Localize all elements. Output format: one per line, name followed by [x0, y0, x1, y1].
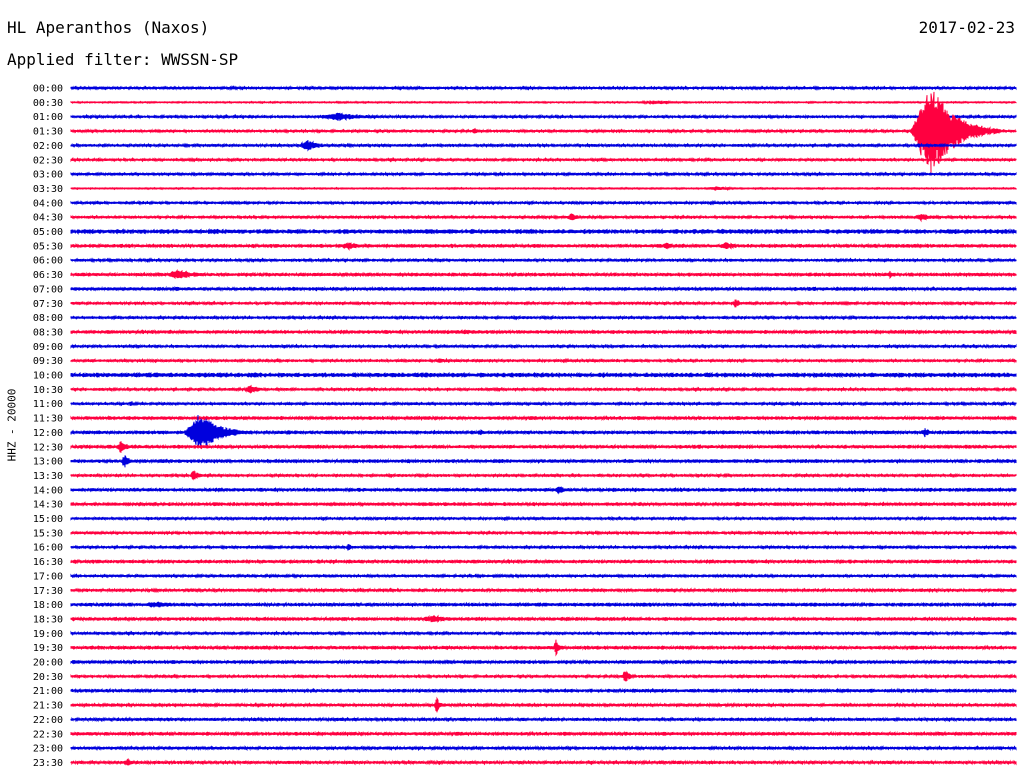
time-label-0100: 01:00 [33, 112, 63, 123]
time-label-1330: 13:30 [33, 471, 63, 482]
time-label-1700: 17:00 [33, 571, 63, 582]
time-label-0530: 05:30 [33, 241, 63, 252]
time-label-0300: 03:00 [33, 170, 63, 181]
time-label-0400: 04:00 [33, 198, 63, 209]
time-label-1830: 18:30 [33, 614, 63, 625]
time-label-0000: 00:00 [33, 84, 63, 95]
time-label-0430: 04:30 [33, 213, 63, 224]
time-label-0900: 09:00 [33, 342, 63, 353]
seismic-traces [70, 85, 1017, 766]
trace-1200 [70, 414, 1017, 449]
time-label-2230: 22:30 [33, 729, 63, 740]
time-label-2030: 20:30 [33, 672, 63, 683]
time-label-0830: 08:30 [33, 327, 63, 338]
time-label-0930: 09:30 [33, 356, 63, 367]
time-label-0030: 00:30 [33, 98, 63, 109]
time-label-0700: 07:00 [33, 284, 63, 295]
time-label-1300: 13:00 [33, 457, 63, 468]
date-label: 2017-02-23 [918, 18, 1015, 37]
time-label-1400: 14:00 [33, 485, 63, 496]
time-label-1600: 16:00 [33, 543, 63, 554]
time-label-1000: 10:00 [33, 371, 63, 382]
time-label-1230: 12:30 [33, 442, 63, 453]
time-label-0730: 07:30 [33, 299, 63, 310]
filter-label: Applied filter: WWSSN-SP [7, 50, 239, 69]
time-label-2300: 23:00 [33, 744, 63, 755]
time-label-2100: 21:00 [33, 686, 63, 697]
trace-2000 [70, 658, 1017, 666]
time-label-1530: 15:30 [33, 528, 63, 539]
time-label-1030: 10:30 [33, 385, 63, 396]
time-label-0330: 03:30 [33, 184, 63, 195]
time-label-1100: 11:00 [33, 399, 63, 410]
time-label-0600: 06:00 [33, 256, 63, 267]
time-label-2000: 20:00 [33, 658, 63, 669]
time-label-0800: 08:00 [33, 313, 63, 324]
trace-0630 [70, 268, 1017, 280]
time-label-1200: 12:00 [33, 428, 63, 439]
time-label-1900: 19:00 [33, 629, 63, 640]
trace-0700 [70, 285, 1017, 292]
trace-1000 [70, 371, 1017, 379]
time-label-1800: 18:00 [33, 600, 63, 611]
station-title: HL Aperanthos (Naxos) [7, 18, 210, 37]
time-label-1730: 17:30 [33, 586, 63, 597]
time-label-2200: 22:00 [33, 715, 63, 726]
time-label-2130: 21:30 [33, 701, 63, 712]
time-label-0500: 05:00 [33, 227, 63, 238]
time-label-2330: 23:30 [33, 758, 63, 769]
time-label-1630: 16:30 [33, 557, 63, 568]
time-label-0230: 02:30 [33, 155, 63, 166]
time-label-1500: 15:00 [33, 514, 63, 525]
time-tick-labels: 00:00 00:30 01:00 01:30 02:00 02:30 03:00 03:30… [33, 84, 63, 769]
time-label-1130: 11:30 [33, 414, 63, 425]
trace-1830 [70, 614, 1017, 623]
time-label-1930: 19:30 [33, 643, 63, 654]
time-label-0130: 01:30 [33, 127, 63, 138]
time-label-0630: 06:30 [33, 270, 63, 281]
trace-1430 [70, 501, 1017, 508]
time-label-0200: 02:00 [33, 141, 63, 152]
time-label-1430: 14:30 [33, 500, 63, 511]
